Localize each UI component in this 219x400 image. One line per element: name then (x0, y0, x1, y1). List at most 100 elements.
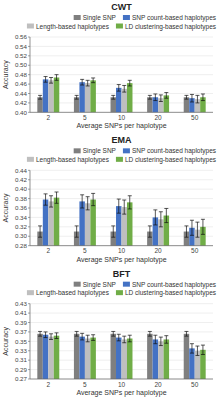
legend-label: Length-based haplotypes (36, 156, 110, 164)
x-axis-line (30, 245, 213, 246)
error-bar (148, 331, 152, 336)
bar (74, 334, 79, 379)
legend-label: LD clustering-based haplotypes (125, 23, 217, 31)
y-tick-label: 0.48 (15, 71, 28, 78)
error-bars (55, 75, 205, 101)
y-tick-label: 0.41 (15, 309, 28, 316)
legend: Single SNP SNP count-based haplotypes Leng… (27, 14, 217, 31)
legend-item: Length-based haplotypes (27, 156, 110, 164)
grid-line (30, 170, 213, 171)
y-tick-label: 0.44 (15, 167, 28, 174)
grid-line (30, 179, 213, 180)
error-bar (117, 85, 121, 92)
series (48, 337, 200, 379)
error-bar (38, 331, 42, 336)
legend-swatch (116, 24, 123, 29)
y-axis-line (30, 37, 31, 112)
y-axis: 0.270.290.310.330.350.370.390.410.43 (15, 300, 30, 382)
bar (164, 339, 169, 379)
legend-label: SNP count-based haplotypes (132, 147, 217, 155)
bar (79, 82, 84, 112)
y-tick-label: 0.52 (15, 52, 28, 59)
error-bars (44, 194, 194, 235)
error-bar (91, 335, 95, 341)
x-tick-label: 2 (46, 381, 50, 388)
legend-item: SNP count-based haplotypes (123, 14, 217, 22)
legend-item: Length-based haplotypes (27, 23, 110, 31)
bar (158, 341, 163, 379)
y-tick-label: 0.42 (15, 176, 28, 183)
grid-line (30, 55, 213, 56)
legend-label: Length-based haplotypes (36, 23, 110, 31)
error-bar (164, 208, 168, 222)
bar (90, 80, 95, 112)
legend-item: Single SNP (74, 14, 116, 22)
legend-label: SNP count-based haplotypes (132, 281, 217, 289)
y-tick-label: 0.35 (15, 338, 28, 345)
y-tick-label: 0.46 (15, 80, 28, 87)
bar (43, 79, 48, 112)
y-tick-label: 0.28 (15, 242, 28, 249)
y-axis-label: Accuracy (2, 60, 10, 89)
y-tick-label: 0.54 (15, 43, 28, 50)
error-bar (164, 336, 168, 344)
legend-label: LD clustering-based haplotypes (125, 289, 217, 297)
error-bar (80, 195, 84, 208)
error-bar (201, 94, 205, 101)
error-bar (91, 193, 95, 205)
grid-line (30, 245, 213, 246)
bar (111, 334, 116, 379)
error-bar (49, 334, 53, 340)
x-axis: 25102050 (30, 379, 213, 388)
error-bars (49, 196, 199, 237)
error-bar (86, 80, 90, 86)
error-bar (159, 337, 163, 345)
bar (54, 77, 59, 112)
y-tick-label: 0.36 (15, 204, 28, 211)
error-bar (117, 199, 121, 213)
legend: Single SNP SNP count-based haplotypes Leng… (27, 281, 217, 298)
legend-item: Single SNP (74, 147, 116, 155)
series (37, 334, 189, 379)
error-bars (38, 226, 188, 237)
series (54, 336, 206, 379)
y-axis-label: Accuracy (2, 193, 10, 222)
x-axis-line (30, 112, 213, 113)
legend-item: SNP count-based haplotypes (123, 147, 217, 155)
figure: CWTSingle SNPSNP count-based haplotypesL… (0, 0, 219, 400)
legend-item: LD clustering-based haplotypes (116, 289, 217, 297)
bar (153, 339, 158, 379)
legend-label: Length-based haplotypes (36, 289, 110, 297)
error-bar (190, 94, 194, 102)
y-axis-line (30, 170, 31, 245)
y-tick-label: 0.30 (15, 232, 28, 239)
legend-swatch (27, 290, 34, 295)
legend-swatch (123, 15, 130, 20)
error-bar (80, 79, 84, 85)
x-tick-label: 2 (46, 247, 50, 254)
legend-swatch (123, 148, 130, 153)
error-bar (111, 95, 115, 99)
error-bar (164, 93, 168, 99)
y-tick-label: 0.32 (15, 223, 28, 230)
bar (127, 83, 132, 112)
bar (85, 339, 90, 379)
error-bars (38, 95, 188, 99)
bar (79, 337, 84, 379)
x-axis-label: Average SNPs per haplotype (76, 389, 166, 397)
error-bar (184, 95, 188, 99)
bar (184, 334, 189, 379)
series (43, 200, 195, 246)
grid-line (30, 37, 213, 38)
legend-label: Single SNP (83, 281, 116, 289)
x-tick-label: 50 (191, 114, 199, 121)
panel: CWTSingle SNPSNP count-based haplotypesL… (2, 2, 217, 301)
grid-line (30, 313, 213, 314)
bar (184, 97, 189, 112)
bar (54, 336, 59, 379)
plot-area (37, 331, 205, 379)
y-tick-label: 0.33 (15, 347, 28, 354)
y-tick-label: 0.27 (15, 375, 28, 382)
error-bar (153, 210, 157, 225)
y-tick-label: 0.40 (15, 185, 28, 192)
